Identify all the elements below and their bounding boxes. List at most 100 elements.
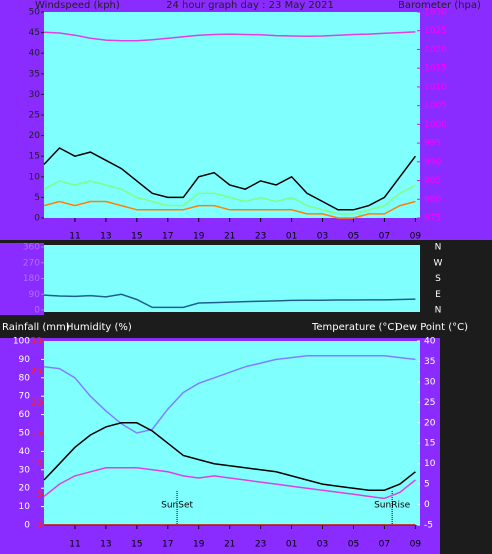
x-tick-label: 01 bbox=[286, 540, 297, 550]
y-tick-label: S bbox=[435, 274, 441, 284]
y-tick-label: 360 bbox=[23, 243, 40, 253]
y-tick-label: 20 bbox=[31, 398, 43, 408]
chart-title: 24 hour graph day : 23 May 2021 bbox=[166, 0, 334, 11]
y-tick-label: 990 bbox=[424, 157, 441, 167]
x-tick-label: 05 bbox=[348, 232, 359, 242]
y-tick-label: 1010 bbox=[424, 82, 447, 92]
y-tick-label: N bbox=[435, 306, 442, 316]
y-tick-label: 15 bbox=[31, 429, 42, 439]
x-tick-label: 03 bbox=[317, 232, 328, 242]
y-tick-label: 1000 bbox=[424, 120, 447, 130]
x-tick-label: 17 bbox=[162, 540, 173, 550]
y-tick-label: 25 bbox=[31, 367, 42, 377]
y-tick-label: 50 bbox=[19, 429, 31, 439]
x-tick-label: 13 bbox=[100, 540, 111, 550]
y-tick-label: 10 bbox=[31, 459, 43, 469]
y-tick-label: 10 bbox=[19, 502, 31, 512]
x-tick-label: 15 bbox=[131, 232, 142, 242]
y-tick-label: 975 bbox=[424, 214, 441, 224]
y-tick-label: 5 bbox=[36, 490, 42, 500]
y-tick-label: W bbox=[434, 258, 443, 268]
y-tick-label: 10 bbox=[424, 459, 436, 469]
y-tick-label: 40 bbox=[29, 49, 41, 59]
y-tick-label: 50 bbox=[29, 8, 41, 18]
annotation-label: SunRise bbox=[374, 501, 411, 511]
y-tick-label: 5 bbox=[424, 480, 430, 490]
barometer-label: Barometer (hpa) bbox=[398, 0, 481, 11]
panel-dir-bg bbox=[0, 243, 44, 315]
y-tick-label: 45 bbox=[29, 28, 40, 38]
y-tick-label: 0 bbox=[36, 521, 42, 531]
y-tick-label: 0 bbox=[424, 500, 430, 510]
y-tick-label: 180 bbox=[23, 274, 40, 284]
rain-label: Rainfall (mm) bbox=[2, 322, 70, 333]
y-tick-label: 25 bbox=[29, 111, 40, 121]
x-tick-label: 09 bbox=[410, 540, 422, 550]
y-tick-label: -5 bbox=[424, 521, 433, 531]
y-tick-label: N bbox=[435, 243, 442, 253]
x-tick-label: 07 bbox=[379, 232, 390, 242]
x-tick-label: 11 bbox=[69, 540, 80, 550]
y-tick-label: 100 bbox=[13, 337, 30, 347]
y-tick-label: 1030 bbox=[424, 8, 447, 18]
y-tick-label: 30 bbox=[19, 465, 31, 475]
series-line bbox=[43, 354, 416, 434]
dew-label: Dew Point (°C) bbox=[395, 322, 468, 333]
y-tick-label: 985 bbox=[424, 176, 441, 186]
y-tick-label: 10 bbox=[29, 172, 41, 182]
x-tick-label: 17 bbox=[162, 232, 173, 242]
y-tick-label: 20 bbox=[424, 418, 436, 428]
y-tick-label: 25 bbox=[424, 398, 435, 408]
y-tick-label: 30 bbox=[424, 377, 436, 387]
x-tick-label: 23 bbox=[255, 232, 266, 242]
y-tick-label: 0 bbox=[34, 306, 40, 316]
plot-dir bbox=[44, 245, 420, 312]
y-tick-label: 15 bbox=[424, 439, 435, 449]
series-line bbox=[43, 147, 416, 211]
x-tick-label: 23 bbox=[255, 540, 266, 550]
y-tick-label: 90 bbox=[19, 355, 31, 365]
y-tick-label: 1015 bbox=[424, 64, 447, 74]
x-tick-label: 15 bbox=[131, 540, 142, 550]
y-tick-label: 35 bbox=[29, 69, 40, 79]
series-line bbox=[43, 422, 416, 491]
y-tick-label: 1020 bbox=[424, 45, 447, 55]
y-tick-label: 0 bbox=[24, 521, 30, 531]
x-tick-label: 11 bbox=[69, 232, 80, 242]
y-tick-label: 0 bbox=[34, 214, 40, 224]
plot-wind bbox=[44, 12, 420, 218]
y-tick-label: 90 bbox=[29, 290, 41, 300]
y-tick-label: 1005 bbox=[424, 101, 447, 111]
series-line bbox=[43, 467, 416, 500]
wind-label: Windspeed (kph) bbox=[35, 0, 120, 11]
y-tick-label: E bbox=[435, 290, 441, 300]
y-tick-label: 20 bbox=[29, 131, 41, 141]
y-tick-label: 980 bbox=[424, 195, 441, 205]
y-tick-label: 270 bbox=[23, 258, 40, 268]
x-tick-label: 03 bbox=[317, 540, 328, 550]
x-tick-label: 19 bbox=[193, 232, 205, 242]
x-tick-label: 07 bbox=[379, 540, 390, 550]
y-tick-label: 40 bbox=[424, 337, 436, 347]
series-line bbox=[43, 31, 416, 42]
y-tick-label: 60 bbox=[19, 410, 31, 420]
series-line bbox=[43, 180, 416, 215]
y-tick-label: 30 bbox=[29, 90, 41, 100]
y-tick-label: 30 bbox=[31, 337, 43, 347]
series-line bbox=[43, 293, 416, 309]
annotation-label: SunSet bbox=[161, 501, 193, 511]
x-tick-label: 21 bbox=[224, 232, 235, 242]
y-tick-label: 40 bbox=[19, 447, 31, 457]
series-line bbox=[43, 200, 416, 219]
y-tick-label: 20 bbox=[19, 484, 31, 494]
y-tick-label: 80 bbox=[19, 373, 31, 383]
x-tick-label: 21 bbox=[224, 540, 235, 550]
x-tick-label: 19 bbox=[193, 540, 205, 550]
plot-temp bbox=[44, 341, 420, 525]
y-tick-label: 35 bbox=[424, 357, 435, 367]
y-tick-label: 5 bbox=[34, 193, 40, 203]
y-tick-label: 70 bbox=[19, 392, 31, 402]
y-tick-label: 1025 bbox=[424, 26, 447, 36]
x-tick-label: 05 bbox=[348, 540, 359, 550]
